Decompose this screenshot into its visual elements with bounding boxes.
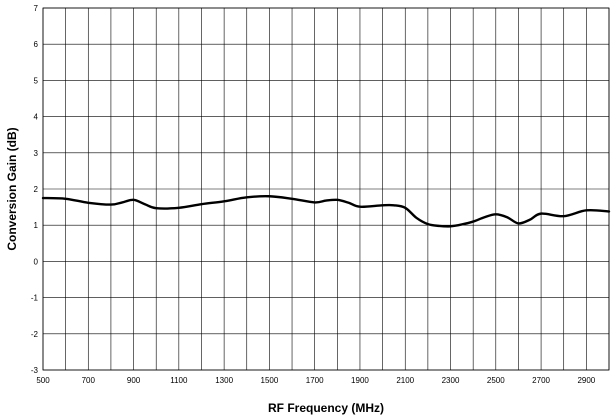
x-axis-title: RF Frequency (MHz) — [268, 401, 384, 415]
x-tick-label: 700 — [82, 376, 96, 385]
y-tick-label: -1 — [31, 294, 39, 303]
plot-area-border — [42, 7, 610, 371]
y-tick-label: 2 — [34, 185, 39, 194]
y-tick-label: 6 — [34, 40, 39, 49]
y-tick-label: -2 — [31, 330, 39, 339]
x-tick-label: 1500 — [261, 376, 279, 385]
y-tick-label: -3 — [31, 366, 39, 375]
y-tick-label: 4 — [34, 113, 39, 122]
line-layer — [41, 194, 611, 228]
y-tick-label: 0 — [34, 257, 39, 266]
y-tick-label: 7 — [34, 4, 39, 13]
x-tick-label: 2500 — [487, 376, 505, 385]
x-tick-label: 2900 — [577, 376, 595, 385]
y-tick-label: 1 — [34, 221, 39, 230]
series-line — [41, 194, 611, 228]
x-tick-label: 1300 — [215, 376, 233, 385]
x-tick-label: 2300 — [442, 376, 460, 385]
x-tick-label: 1700 — [306, 376, 324, 385]
x-tick-label: 1900 — [351, 376, 369, 385]
x-tick-label: 2100 — [396, 376, 414, 385]
y-tick-labels: -3 -2 -1 0 1 2 3 4 5 6 7 — [31, 4, 39, 375]
x-tick-label: 1100 — [170, 376, 188, 385]
y-tick-label: 5 — [34, 76, 39, 85]
x-tick-label: 500 — [36, 376, 50, 385]
x-tick-labels: 500 700 900 1100 1300 1500 1700 1900 2100 2300 250… — [36, 376, 595, 385]
y-tick-label: 3 — [34, 149, 39, 158]
y-axis-title: Conversion Gain (dB) — [5, 127, 19, 250]
grid-layer — [42, 7, 610, 371]
x-tick-label: 900 — [127, 376, 141, 385]
x-tick-label: 2700 — [532, 376, 550, 385]
